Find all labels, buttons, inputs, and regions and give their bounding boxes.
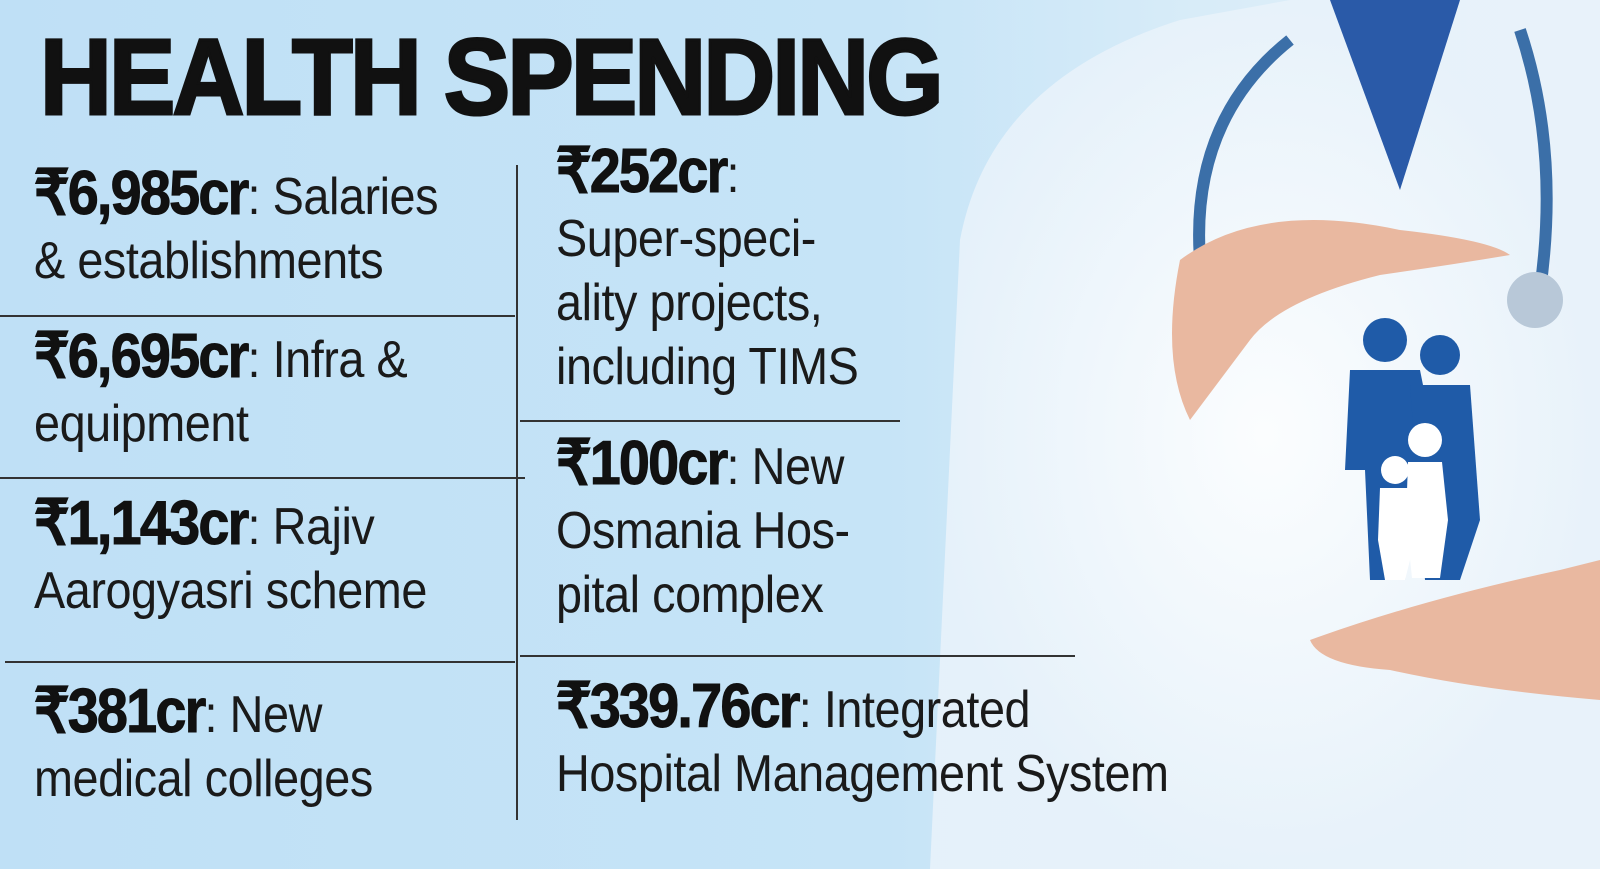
spending-item: ₹6,695cr: Infra & equipment bbox=[34, 322, 408, 456]
children-icon bbox=[1378, 423, 1448, 580]
detail: : Infra & equipment bbox=[34, 331, 408, 453]
spending-item: ₹381cr: New medical colleges bbox=[34, 677, 374, 811]
amount: ₹252cr bbox=[556, 137, 729, 206]
hand bbox=[1310, 560, 1600, 700]
stethoscope bbox=[1193, 35, 1294, 261]
detail: : Super-speci- ality projects, including… bbox=[556, 146, 859, 396]
title: HEALTH SPENDING bbox=[39, 15, 945, 139]
spending-item: ₹6,985cr: Salaries & establishments bbox=[34, 159, 439, 293]
amount: ₹100cr bbox=[556, 429, 729, 498]
spending-item: ₹339.76cr: Integrated Hospital Managemen… bbox=[556, 672, 1169, 806]
hand bbox=[1172, 220, 1510, 420]
amount: ₹6,985cr bbox=[34, 159, 250, 228]
amount: ₹1,143cr bbox=[34, 489, 250, 558]
detail: : Rajiv Aarogyasri scheme bbox=[34, 498, 427, 620]
divider bbox=[0, 315, 515, 317]
amount: ₹6,695cr bbox=[34, 322, 250, 391]
spending-item: ₹1,143cr: Rajiv Aarogyasri scheme bbox=[34, 489, 428, 623]
spending-item: ₹252cr: Super-speci- ality projects, inc… bbox=[556, 137, 859, 399]
divider bbox=[0, 477, 525, 479]
divider bbox=[520, 420, 900, 422]
detail: : Integrated Hospital Management System bbox=[556, 681, 1169, 803]
detail: : Salaries & establishments bbox=[34, 168, 439, 290]
divider bbox=[5, 661, 515, 663]
stethoscope-head bbox=[1507, 272, 1563, 328]
tie bbox=[1330, 0, 1460, 190]
spending-item: ₹100cr: New Osmania Hos- pital complex bbox=[556, 429, 851, 627]
divider bbox=[520, 655, 1075, 657]
detail: : New medical colleges bbox=[34, 686, 373, 808]
stethoscope bbox=[1514, 28, 1553, 291]
detail: : New Osmania Hos- pital complex bbox=[556, 438, 850, 624]
column-divider bbox=[516, 165, 518, 820]
amount: ₹381cr bbox=[34, 677, 207, 746]
amount: ₹339.76cr bbox=[556, 672, 801, 741]
